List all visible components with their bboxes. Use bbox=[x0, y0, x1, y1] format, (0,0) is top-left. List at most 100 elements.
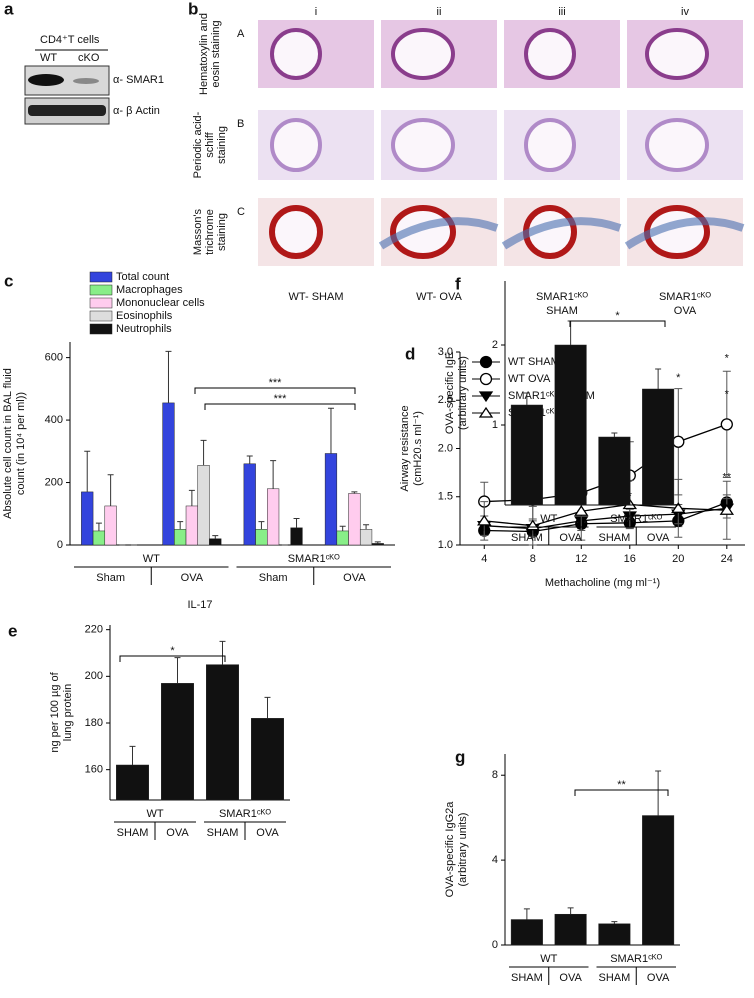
row-letter: A bbox=[237, 28, 245, 40]
bar bbox=[642, 815, 675, 946]
y-tick-label: 220 bbox=[85, 624, 103, 636]
y-tick-label: 4 bbox=[492, 854, 498, 866]
panel-label: e bbox=[8, 621, 17, 640]
error-bar bbox=[258, 521, 265, 530]
significance-bracket bbox=[119, 655, 226, 662]
panel-label: c bbox=[4, 271, 13, 290]
band-label: α- SMAR1 bbox=[113, 74, 164, 86]
error-bar bbox=[374, 541, 381, 544]
error-bar bbox=[174, 657, 181, 684]
series-line bbox=[484, 501, 728, 533]
airway bbox=[269, 205, 323, 259]
y-tick-label: 1.5 bbox=[438, 491, 453, 503]
x-tick-label: OVA bbox=[256, 827, 279, 839]
stain-label: Periodic acid- bbox=[192, 111, 204, 178]
legend-marker bbox=[478, 406, 494, 418]
y-axis-label: count (in 10⁴ per ml)) bbox=[15, 392, 27, 495]
bar bbox=[598, 923, 631, 946]
annotation: * bbox=[725, 353, 730, 365]
bar bbox=[348, 493, 361, 546]
legend-label: Neutrophils bbox=[116, 323, 172, 335]
column-label: iv bbox=[681, 6, 689, 18]
legend-swatch bbox=[89, 297, 113, 309]
error-bar bbox=[129, 745, 136, 765]
bar bbox=[161, 683, 194, 801]
bar bbox=[255, 529, 268, 546]
y-tick-label: 600 bbox=[45, 352, 63, 364]
legend-label: Eosinophils bbox=[116, 310, 173, 322]
airway bbox=[645, 118, 709, 172]
bar bbox=[371, 543, 384, 546]
bar bbox=[290, 527, 303, 546]
bar bbox=[251, 718, 284, 801]
x-tick-label: Sham bbox=[259, 572, 288, 584]
x-tick-label: Sham bbox=[96, 572, 125, 584]
airway bbox=[524, 28, 576, 80]
panel-label: d bbox=[405, 344, 415, 363]
y-axis-label: OVA-specific IgG2a bbox=[444, 801, 456, 898]
marker bbox=[671, 502, 686, 513]
bar bbox=[510, 404, 543, 506]
legend-label: Macrophages bbox=[116, 284, 183, 296]
legend-label: WT OVA bbox=[508, 373, 551, 385]
bar bbox=[598, 436, 631, 506]
legend-marker bbox=[479, 355, 493, 369]
column-label: iii bbox=[558, 6, 565, 18]
x-tick-label: SHAM bbox=[207, 827, 239, 839]
series-line bbox=[484, 503, 727, 527]
group-label: SMAR1ᶜᴷᴼ bbox=[610, 953, 662, 965]
error-bar bbox=[611, 432, 618, 437]
x-tick-label: 8 bbox=[530, 553, 536, 565]
series-line bbox=[484, 507, 727, 530]
y-axis-label: Absolute cell count in BAL fluid bbox=[2, 368, 14, 519]
significance-bracket bbox=[574, 789, 669, 796]
marker bbox=[719, 504, 735, 515]
panel-label: f bbox=[455, 274, 461, 293]
bar bbox=[510, 919, 543, 946]
error-bar bbox=[107, 474, 114, 506]
marker bbox=[574, 505, 589, 516]
collagen bbox=[378, 217, 499, 250]
bar bbox=[359, 529, 373, 546]
error-bar bbox=[567, 320, 574, 345]
bar bbox=[104, 505, 117, 546]
stain-label: trichrome bbox=[204, 209, 216, 255]
marker bbox=[720, 418, 733, 431]
legend-swatch bbox=[89, 310, 113, 322]
column-label: i bbox=[315, 6, 317, 18]
marker bbox=[672, 435, 685, 448]
stain-label: Hematoxylin and bbox=[198, 13, 210, 95]
significance-bracket bbox=[569, 320, 666, 327]
annotation: * bbox=[615, 310, 620, 322]
airway bbox=[391, 28, 455, 80]
bar bbox=[336, 530, 349, 546]
y-axis-label: Airway resistance bbox=[399, 405, 411, 491]
y-tick-label: 400 bbox=[45, 414, 63, 426]
y-tick-label: 1 bbox=[492, 419, 498, 431]
group-label: SMAR1ᶜᴷᴼ bbox=[610, 513, 662, 525]
group-label: SMAR1ᶜᴷᴼ bbox=[536, 291, 588, 303]
annotation: *** bbox=[274, 393, 288, 405]
airway bbox=[645, 28, 709, 80]
error-bar bbox=[611, 921, 618, 924]
blot-header: CD4⁺T cells bbox=[40, 34, 100, 46]
x-axis-label: Methacholine (mg ml⁻¹) bbox=[545, 577, 660, 589]
bar bbox=[197, 465, 210, 546]
annotation: *** bbox=[269, 377, 283, 389]
y-tick-label: 200 bbox=[45, 476, 63, 488]
y-axis-label: ng per 100 µg of bbox=[49, 671, 61, 752]
group-label: OVA bbox=[674, 305, 697, 317]
legend-label: Total count bbox=[116, 271, 169, 283]
group-label: SMAR1ᶜᴷᴼ bbox=[288, 553, 340, 565]
error-bar bbox=[523, 392, 530, 405]
y-tick-label: 2.5 bbox=[438, 394, 453, 406]
significance-bracket bbox=[204, 403, 356, 410]
group-label: SMAR1ᶜᴷᴼ bbox=[659, 291, 711, 303]
group-label: WT bbox=[540, 513, 557, 525]
error-bar bbox=[212, 535, 219, 539]
bar bbox=[185, 505, 198, 546]
airway bbox=[270, 118, 322, 172]
panel-label: b bbox=[188, 0, 198, 18]
error-bar bbox=[339, 525, 346, 531]
bar bbox=[554, 913, 587, 946]
